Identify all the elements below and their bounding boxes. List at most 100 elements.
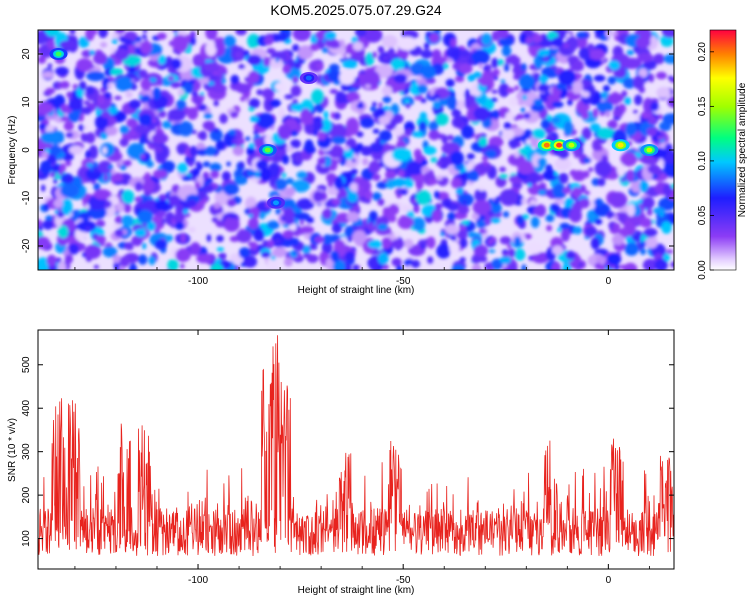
heatmap-cell [538, 190, 547, 195]
heatmap-cell [202, 161, 211, 168]
heatmap-cell [142, 30, 148, 33]
heatmap-cell [90, 65, 95, 69]
heatmap-cell [167, 75, 175, 81]
heatmap-cell [427, 178, 438, 185]
heatmap-cell [375, 107, 386, 118]
heatmap-cell [167, 108, 186, 122]
heatmap-cell [292, 76, 299, 83]
heatmap-cell [514, 85, 519, 91]
heatmap-cell [250, 241, 258, 251]
heatmap-cell [146, 221, 156, 231]
heatmap-cell [346, 91, 360, 104]
heatmap-cell [606, 211, 615, 218]
heatmap-cell [362, 157, 369, 166]
heatmap-cell [359, 117, 375, 129]
heatmap-cell [451, 108, 462, 118]
heatmap-cell [514, 248, 526, 261]
heatmap-cell [667, 75, 674, 81]
heatmap-cell [605, 110, 611, 118]
heatmap-cell [459, 257, 466, 263]
heatmap-cell [612, 108, 624, 118]
heatmap-cell [364, 30, 383, 43]
heatmap-cell [292, 30, 312, 42]
heatmap-cell [230, 74, 240, 85]
heatmap-cell [40, 131, 60, 144]
heatmap-cell [65, 160, 72, 167]
heatmap-cell [516, 113, 525, 120]
heatmap-cell [496, 30, 509, 39]
heatmap-cell [447, 212, 456, 221]
heatmap-cell [284, 94, 294, 100]
heatmap-cell [551, 37, 563, 48]
heatmap-cell [550, 203, 560, 213]
heatmap-cell [234, 50, 243, 60]
heatmap-cell [292, 44, 300, 52]
heatmap-cell [632, 75, 645, 90]
heatmap-cell [451, 264, 465, 270]
colorbar-tick-label: 0.00 [697, 260, 708, 280]
heatmap-cell [391, 257, 402, 267]
heatmap-cell [372, 192, 382, 201]
heatmap-cell [189, 145, 198, 158]
heatmap-cell [176, 144, 186, 155]
heatmap-cell [438, 155, 450, 170]
heatmap-cell [612, 223, 621, 230]
heatmap-cell [493, 198, 500, 206]
heatmap-cell [192, 53, 206, 68]
heatmap-cell [204, 146, 217, 156]
heatmap-cell [217, 69, 228, 75]
heatmap-cell [293, 61, 302, 70]
heatmap-cell [450, 151, 464, 166]
heatmap-cell [648, 115, 657, 125]
heatmap-cell [563, 43, 570, 48]
heatmap-cell [275, 178, 288, 191]
heatmap-cell [613, 68, 623, 78]
heatmap-cell [203, 184, 214, 193]
heatmap-cell [554, 157, 572, 171]
heatmap-cell [560, 227, 571, 242]
heatmap-cell [595, 256, 607, 263]
heatmap-cell [581, 91, 590, 98]
heatmap-cell [72, 83, 79, 90]
heatmap-cell [499, 256, 512, 265]
heatmap-cell [457, 90, 466, 99]
heatmap-cell [343, 148, 354, 160]
heatmap-cell [137, 209, 153, 224]
heatmap-cell [95, 235, 106, 245]
heatmap-cell [299, 220, 305, 225]
heatmap-cell [191, 90, 198, 98]
heatmap-cell [198, 104, 208, 112]
heatmap-cell [431, 49, 442, 61]
heatmap-cell [148, 255, 156, 266]
heatmap-cell [497, 59, 505, 66]
heatmap-cell [519, 33, 527, 44]
heatmap-cell [235, 30, 247, 36]
heatmap-cell [292, 98, 298, 106]
heatmap-cell [592, 139, 601, 152]
heatmap-cell [532, 34, 543, 43]
heatmap-cell [352, 230, 367, 245]
heatmap-cell [151, 117, 157, 124]
snr-x-tick-label: -50 [396, 575, 411, 586]
heatmap-cell [616, 162, 626, 177]
heatmap-cell [432, 209, 442, 223]
heatmap-cell [662, 253, 671, 262]
heatmap-cell [351, 158, 356, 163]
heatmap-cell [342, 59, 358, 69]
heatmap-cell [79, 81, 87, 91]
heatmap-cell [451, 177, 462, 189]
heatmap-cell [554, 198, 565, 205]
heatmap-cell [404, 98, 410, 104]
heatmap-cell [550, 65, 557, 69]
heatmap-cell [437, 133, 446, 140]
heatmap-cell [358, 101, 364, 107]
heatmap-hotspot [568, 142, 575, 148]
heatmap-cell [413, 217, 426, 232]
heatmap-cell [216, 235, 224, 243]
heatmap-cell [663, 161, 674, 178]
heatmap-cell [466, 169, 479, 182]
heatmap-cell [267, 162, 281, 177]
heatmap-cell [169, 175, 176, 181]
heatmap-cell [55, 66, 69, 77]
heatmap-cell [625, 122, 637, 136]
